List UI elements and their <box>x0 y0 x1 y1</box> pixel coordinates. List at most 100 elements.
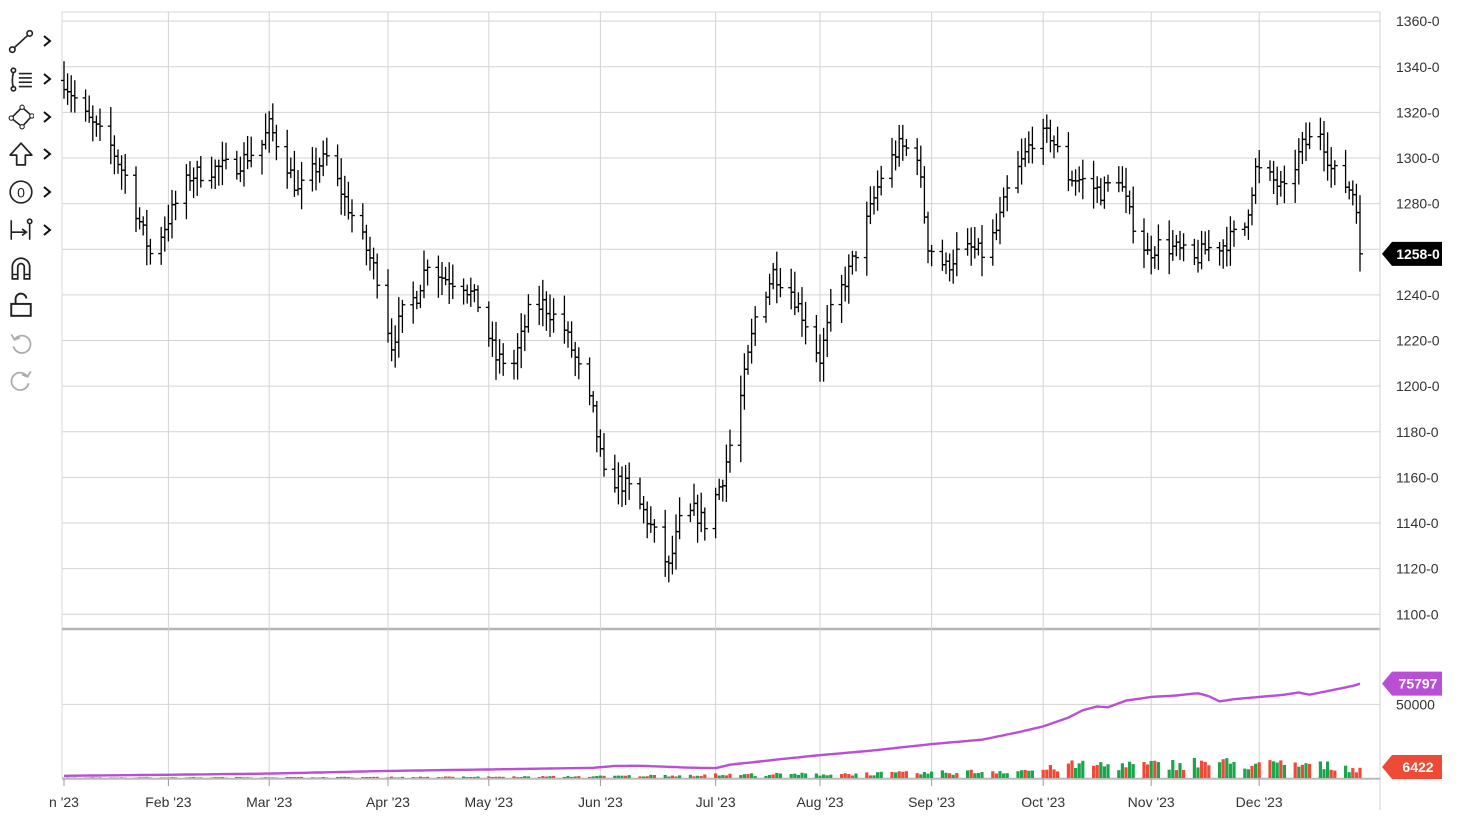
volume-bar <box>285 777 289 778</box>
volume-bar <box>526 776 530 778</box>
volume-bar <box>930 771 934 778</box>
volume-bar <box>1200 760 1204 778</box>
volume-bar <box>1326 761 1330 778</box>
volume-bar <box>1225 758 1229 778</box>
chevron-right-icon[interactable] <box>42 148 52 160</box>
price-bar <box>791 271 798 316</box>
volume-bar <box>1322 769 1326 778</box>
volume-bar <box>1268 760 1272 778</box>
volume-bar <box>1023 769 1027 778</box>
price-bar <box>943 252 949 275</box>
price-bar <box>975 238 982 256</box>
zero-marker-tool-button[interactable]: 0 <box>8 177 54 207</box>
volume-bar <box>721 774 725 778</box>
chevron-right-icon[interactable] <box>42 224 52 236</box>
volume-bar <box>246 777 250 778</box>
chevron-right-icon[interactable] <box>42 35 52 47</box>
volume-bar <box>1081 760 1085 778</box>
unlock-tool-button[interactable] <box>8 290 54 320</box>
fib-levels-tool-button[interactable] <box>8 64 54 94</box>
volume-bar <box>854 773 858 778</box>
price-bar <box>158 226 165 265</box>
price-bar <box>763 291 769 323</box>
arrow-up-tool-button[interactable] <box>8 139 54 169</box>
price-bar <box>1022 138 1029 167</box>
volume-bar <box>674 776 678 778</box>
volume-bar <box>451 776 455 778</box>
volume-bar <box>1308 763 1312 778</box>
shapes-tool-button[interactable] <box>8 102 54 132</box>
price-bar <box>1072 169 1079 196</box>
volume-bar <box>976 773 980 778</box>
volume-bar <box>1016 771 1020 778</box>
price-tick-label: 1160-0 <box>1396 469 1439 485</box>
price-bar <box>233 150 240 180</box>
volume-bar <box>818 775 822 778</box>
volume-bar <box>364 777 368 778</box>
volume-bar <box>1153 760 1157 778</box>
volume-bar <box>969 769 973 778</box>
price-bar <box>647 506 654 533</box>
price-bar <box>619 466 625 508</box>
volume-bar <box>894 772 898 778</box>
volume-bar <box>418 776 422 778</box>
price-bar <box>853 251 859 272</box>
volume-bar <box>1005 773 1009 778</box>
magnet-tool-button[interactable] <box>8 253 54 283</box>
volume-bar <box>1174 770 1178 778</box>
price-bar <box>723 444 730 502</box>
volume-bar <box>310 777 314 778</box>
last-price-tag-shape <box>1382 241 1442 266</box>
price-bar <box>892 140 899 171</box>
price-bar <box>93 115 100 137</box>
volume-bar <box>1142 762 1146 778</box>
volume-bar <box>1041 769 1045 778</box>
svg-text:0: 0 <box>17 184 25 200</box>
volume-bar <box>447 776 451 778</box>
price-bar <box>1321 120 1327 172</box>
chevron-right-icon[interactable] <box>42 111 52 123</box>
price-bar <box>1015 151 1021 194</box>
axes: 1360-01340-01320-01300-01280-01260-01240… <box>49 12 1440 810</box>
volume-bar <box>343 776 347 778</box>
volume-bar <box>901 771 905 778</box>
volume-bar <box>289 777 293 778</box>
volume-bar <box>1002 773 1006 778</box>
price-tick-label: 1220-0 <box>1396 333 1440 349</box>
chevron-right-icon[interactable] <box>42 186 52 198</box>
volume-bar <box>624 775 628 778</box>
volume-bar <box>220 777 224 778</box>
price-bar <box>568 321 575 358</box>
volume-bar <box>120 777 124 778</box>
price-bar <box>208 156 215 189</box>
value-tags: 1258-0 75797 6422 <box>1382 241 1442 779</box>
volume-bar <box>872 775 876 778</box>
volume-bar <box>739 775 743 778</box>
price-tick-label: 1240-0 <box>1396 287 1440 303</box>
price-bar <box>547 294 553 337</box>
undo-tool-button[interactable] <box>8 328 54 358</box>
volume-bar <box>1221 759 1225 778</box>
price-bar <box>298 161 305 210</box>
price-tick-label: 1280-0 <box>1396 196 1440 212</box>
measure-tool-button[interactable] <box>8 215 54 245</box>
volume-bar <box>796 774 800 778</box>
price-bar <box>1169 230 1176 261</box>
undo-icon <box>8 330 34 356</box>
volume-bar <box>616 775 620 778</box>
chevron-right-icon[interactable] <box>42 73 52 85</box>
price-bar <box>442 266 449 286</box>
price-bar <box>993 213 1000 241</box>
volume-bar <box>199 777 203 778</box>
trend-line-tool-button[interactable] <box>8 26 54 56</box>
price-bar <box>244 135 251 170</box>
volume-bar <box>994 773 998 778</box>
price-bar <box>827 288 834 332</box>
redo-tool-button[interactable] <box>8 365 54 395</box>
price-bar <box>539 279 546 327</box>
price-bar <box>849 250 856 275</box>
price-bar <box>626 462 633 501</box>
volume-bar <box>591 776 595 778</box>
price-bar <box>662 509 669 577</box>
